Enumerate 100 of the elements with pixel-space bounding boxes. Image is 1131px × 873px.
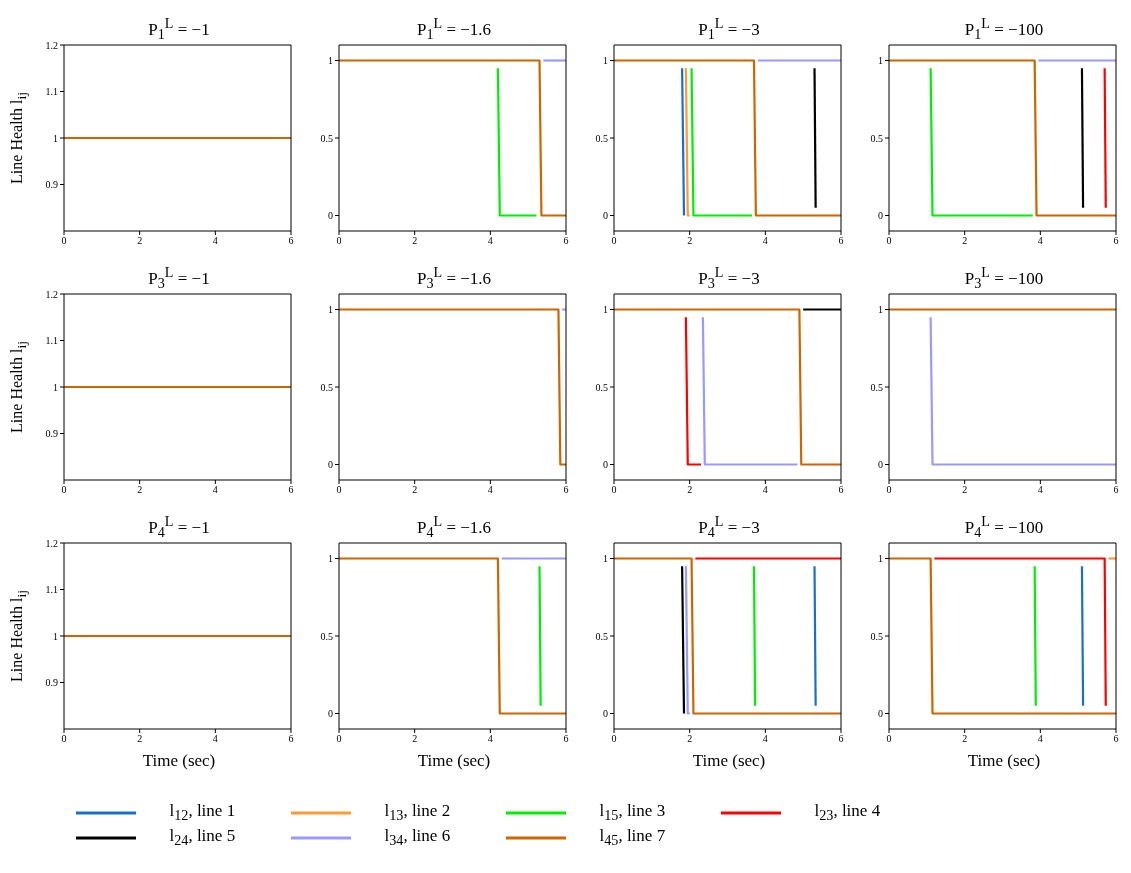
x-tick-label: 6: [288, 733, 294, 745]
y-tick-label: 0: [878, 210, 883, 222]
x-tick-label: 2: [137, 733, 143, 745]
x-tick-label: 4: [762, 235, 768, 247]
x-tick-label: 6: [1113, 733, 1119, 745]
x-tick-label: 2: [962, 235, 968, 247]
x-tick-label: 4: [487, 733, 493, 745]
legend-label: l$_{34}$, line 6: [384, 826, 451, 850]
y-tick-label: 1: [328, 55, 333, 67]
x-tick-label: 2: [137, 235, 143, 247]
x-tick-label: 0: [611, 733, 617, 745]
x-tick-label: 6: [563, 733, 569, 745]
x-tick-label: 4: [487, 235, 493, 247]
x-tick-label: 2: [137, 484, 143, 496]
y-tick-label: 0.5: [320, 132, 333, 144]
y-tick-label: 0: [328, 459, 333, 471]
chart-title: P$_{4}$$^{L}$ = −3: [697, 512, 761, 541]
y-tick-label: 1: [53, 630, 58, 642]
x-tick-label: 6: [563, 484, 569, 496]
legend-label: l$_{45}$, line 7: [599, 826, 666, 850]
y-tick-label: 0: [603, 210, 608, 222]
x-tick-label: 4: [1037, 484, 1043, 496]
y-tick-label: 1: [603, 304, 608, 316]
x-tick-label: 6: [288, 484, 294, 496]
y-tick-label: 0.9: [45, 179, 58, 191]
chart-title: P$_{3}$$^{L}$ = −1.6: [415, 263, 493, 292]
chart-title: P$_{4}$$^{L}$ = −1: [147, 512, 211, 541]
x-tick-label: 2: [412, 484, 418, 496]
y-tick-label: 0: [878, 459, 883, 471]
x-tick-label: 0: [61, 235, 67, 247]
x-tick-label: 6: [1113, 235, 1119, 247]
x-axis-title: Time (sec): [416, 751, 492, 771]
y-tick-label: 1: [53, 132, 58, 144]
x-tick-label: 2: [687, 733, 693, 745]
y-tick-label: 1.2: [45, 288, 58, 300]
x-tick-label: 6: [288, 235, 294, 247]
y-tick-label: 1: [328, 304, 333, 316]
x-tick-label: 6: [838, 235, 844, 247]
chart-title: P$_{1}$$^{L}$ = −3: [697, 14, 761, 43]
legend-label: l$_{24}$, line 5: [169, 826, 236, 850]
x-tick-label: 4: [212, 235, 218, 247]
x-tick-label: 0: [336, 733, 342, 745]
x-tick-label: 2: [687, 484, 693, 496]
x-axis-title: Time (sec): [966, 751, 1042, 771]
y-tick-label: 1.2: [45, 537, 58, 549]
y-tick-label: 1: [603, 553, 608, 565]
y-tick-label: 1: [878, 55, 883, 67]
y-tick-label: 1: [328, 553, 333, 565]
y-tick-label: 0.5: [320, 381, 333, 393]
y-tick-label: 1: [53, 381, 58, 393]
x-tick-label: 2: [962, 733, 968, 745]
x-tick-label: 4: [762, 484, 768, 496]
y-tick-label: 1: [878, 304, 883, 316]
y-tick-label: 1.1: [45, 584, 58, 596]
x-tick-label: 2: [412, 235, 418, 247]
x-tick-label: 4: [1037, 235, 1043, 247]
x-tick-label: 6: [1113, 484, 1119, 496]
chart-title: P$_{4}$$^{L}$ = −1.6: [415, 512, 493, 541]
x-tick-label: 6: [838, 484, 844, 496]
y-tick-label: 0.5: [870, 132, 883, 144]
chart-title: P$_{1}$$^{L}$ = −100: [963, 14, 1045, 43]
y-tick-label: 1: [603, 55, 608, 67]
legend-label: l$_{15}$, line 3: [599, 801, 666, 825]
y-tick-label: 0: [328, 210, 333, 222]
chart-title: P$_{3}$$^{L}$ = −3: [697, 263, 761, 292]
y-tick-label: 0.5: [595, 630, 608, 642]
x-tick-label: 0: [886, 733, 892, 745]
chart-title: P$_{1}$$^{L}$ = −1: [147, 14, 211, 43]
y-tick-label: 1.1: [45, 86, 58, 98]
y-tick-label: 0.5: [595, 132, 608, 144]
x-tick-label: 0: [886, 484, 892, 496]
chart-title: P$_{3}$$^{L}$ = −100: [963, 263, 1045, 292]
y-tick-label: 0.9: [45, 677, 58, 689]
y-tick-label: 1: [878, 553, 883, 565]
x-tick-label: 4: [762, 733, 768, 745]
chart-title: P$_{3}$$^{L}$ = −1: [147, 263, 211, 292]
y-tick-label: 0.5: [870, 630, 883, 642]
x-tick-label: 0: [336, 235, 342, 247]
x-tick-label: 4: [487, 484, 493, 496]
x-tick-label: 4: [212, 733, 218, 745]
legend-label: l$_{12}$, line 1: [169, 801, 236, 825]
y-tick-label: 0.5: [320, 630, 333, 642]
x-axis-title: Time (sec): [691, 751, 767, 771]
y-tick-label: 0: [878, 708, 883, 720]
x-axis-title: Time (sec): [141, 751, 217, 771]
y-tick-label: 1.2: [45, 39, 58, 51]
x-tick-label: 0: [61, 484, 67, 496]
y-tick-label: 1.1: [45, 335, 58, 347]
chart-title: P$_{1}$$^{L}$ = −1.6: [415, 14, 493, 43]
y-tick-label: 0.5: [870, 381, 883, 393]
x-tick-label: 0: [611, 484, 617, 496]
y-tick-label: 0.5: [595, 381, 608, 393]
x-tick-label: 0: [886, 235, 892, 247]
x-tick-label: 4: [212, 484, 218, 496]
y-tick-label: 0: [603, 708, 608, 720]
x-tick-label: 0: [336, 484, 342, 496]
legend-label: l$_{13}$, line 2: [384, 801, 451, 825]
x-tick-label: 6: [838, 733, 844, 745]
x-tick-label: 0: [61, 733, 67, 745]
x-tick-label: 4: [1037, 733, 1043, 745]
